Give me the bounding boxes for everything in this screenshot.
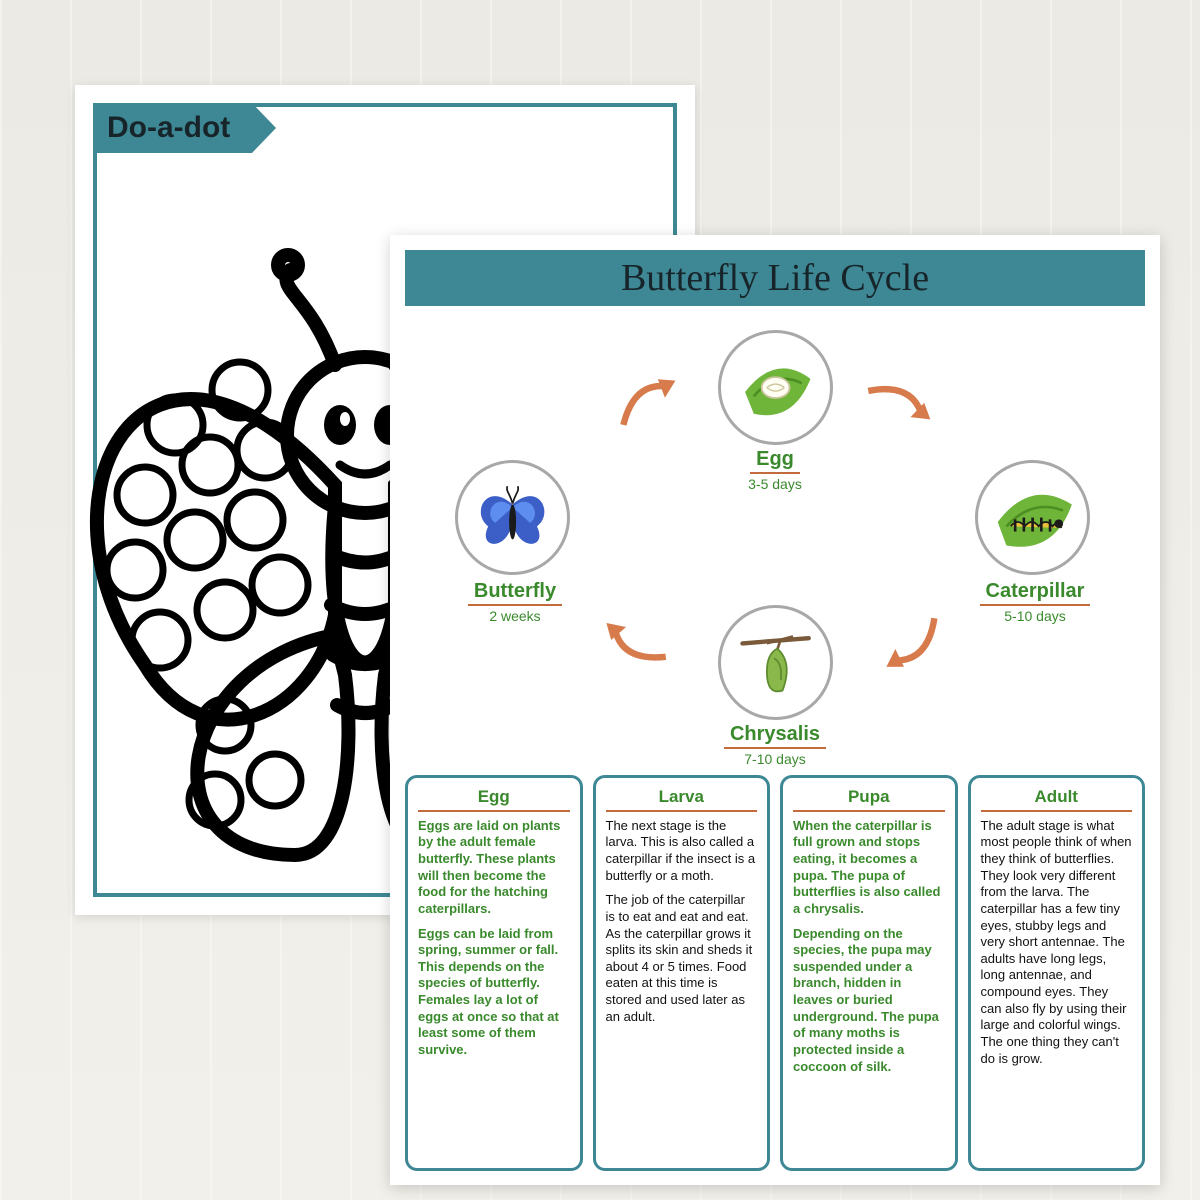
arrow-icon <box>598 357 692 444</box>
info-egg: Egg Eggs are laid on plants by the adult… <box>405 775 583 1171</box>
stage-butterfly-icon <box>455 460 570 575</box>
worksheet-lifecycle: Butterfly Life Cycle Egg 3-5 days <box>390 235 1160 1185</box>
info-boxes: Egg Eggs are laid on plants by the adult… <box>405 775 1145 1171</box>
stage-chrysalis-icon <box>718 605 833 720</box>
lifecycle-diagram: Egg 3-5 days Caterpillar 5-10 days <box>420 330 1130 760</box>
stage-caterpillar-icon <box>975 460 1090 575</box>
info-adult: Adult The adult stage is what most peopl… <box>968 775 1146 1171</box>
stage-butterfly-label: Butterfly 2 weeks <box>440 580 590 624</box>
stage-egg-label: Egg 3-5 days <box>700 448 850 492</box>
stage-chrysalis-label: Chrysalis 7-10 days <box>700 723 850 767</box>
info-pupa: Pupa When the caterpillar is full grown … <box>780 775 958 1171</box>
stage-caterpillar-label: Caterpillar 5-10 days <box>960 580 1110 624</box>
arrow-icon <box>588 602 682 689</box>
tab-do-a-dot: Do-a-dot <box>93 103 252 153</box>
info-larva: Larva The next stage is the larva. This … <box>593 775 771 1171</box>
stage-egg-icon <box>718 330 833 445</box>
arrow-icon <box>853 358 947 441</box>
arrow-icon <box>868 600 961 690</box>
page-title: Butterfly Life Cycle <box>405 250 1145 306</box>
